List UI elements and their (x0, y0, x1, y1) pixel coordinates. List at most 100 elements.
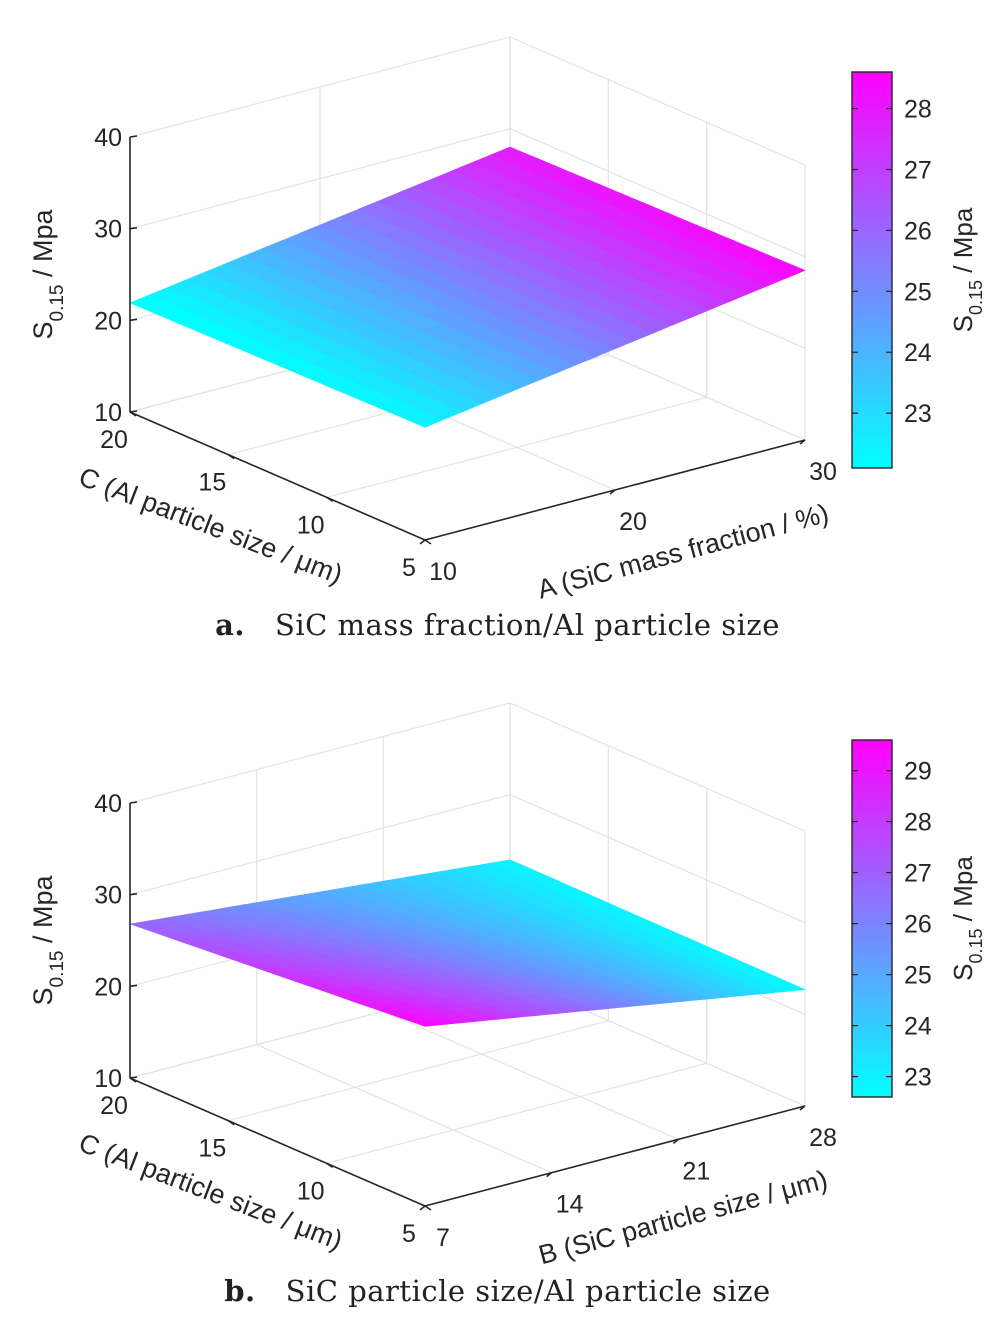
z-axis-title: S0.15 / Mpa (28, 209, 68, 340)
z-tick-label: 20 (94, 307, 122, 335)
x-tick-label: 7 (436, 1224, 450, 1252)
y-tick (227, 1120, 235, 1126)
colorbar-tick-label: 28 (904, 96, 932, 124)
z-tick (129, 318, 138, 322)
colorbar-title-main: S (948, 963, 978, 980)
z-tick-label: 20 (94, 973, 122, 1001)
side-wall-gridline-z (509, 128, 806, 258)
surface-a (129, 146, 806, 428)
x-tick-label: 20 (619, 508, 647, 536)
z-axis-title-main: S (28, 988, 58, 1006)
floor-gridline-y (228, 1020, 609, 1122)
back-wall-gridline-z (129, 36, 511, 138)
colorbar-bar (851, 71, 893, 469)
colorbar-tick-label: 23 (904, 400, 932, 428)
floor-gridline-y (326, 1062, 707, 1164)
y-tick-label: 20 (100, 1092, 128, 1120)
y-tick (424, 539, 432, 545)
x-tick-label: 30 (809, 458, 837, 486)
colorbar-title-sub: 0.15 (966, 928, 986, 963)
y-tick (326, 1162, 334, 1168)
z-axis-title-main: S (28, 322, 58, 340)
colorbar-tick-label: 28 (904, 809, 932, 837)
z-tick-label: 30 (94, 216, 122, 244)
z-tick (129, 135, 138, 138)
floor-gridline-x (383, 1010, 679, 1140)
colorbar-b: 23 24 25 26 27 28 29 S0.15 / Mpa (851, 739, 986, 1098)
caption-b: b. SiC particle size/Al particle size (0, 1274, 995, 1308)
caption-b-label: b. (224, 1274, 256, 1308)
side-wall-gridline-z (509, 794, 806, 924)
x-axis-line (424, 1105, 806, 1207)
colorbar-title: S0.15 / Mpa (948, 207, 986, 332)
x-tick (419, 1205, 426, 1211)
back-wall-gridline-z (129, 128, 511, 230)
z-axis-title: S0.15 / Mpa (28, 875, 68, 1006)
z-tick-label: 10 (94, 399, 122, 427)
colorbar-tick-label: 26 (904, 217, 932, 245)
x-tick-label: 10 (429, 558, 457, 586)
side-wall-gridline-z (509, 36, 806, 166)
y-tick (326, 496, 334, 502)
y-tick (129, 1077, 137, 1083)
x-tick (609, 489, 616, 495)
x-tick (799, 439, 806, 445)
colorbar-title-sub: 0.15 (966, 280, 986, 315)
colorbar-bar (851, 739, 893, 1098)
z-tick-label: 40 (94, 790, 122, 818)
y-tick-label: 20 (100, 426, 128, 454)
y-tick-label: 15 (198, 469, 226, 497)
colorbar-a: 23 24 25 26 27 28 S0.15 / Mpa (851, 71, 986, 469)
z-tick-label: 40 (94, 124, 122, 152)
caption-a: a. SiC mass fraction/Al particle size (0, 608, 995, 642)
colorbar-tick-label: 27 (904, 156, 932, 184)
z-axis-title-sub: 0.15 (47, 951, 68, 988)
x-tick (419, 539, 426, 545)
caption-a-text: SiC mass fraction/Al particle size (275, 608, 780, 642)
x-tick (672, 1138, 679, 1144)
caption-b-text: SiC particle size/Al particle size (285, 1274, 771, 1308)
z-tick (129, 1076, 138, 1079)
y-tick-label: 15 (198, 1135, 226, 1163)
x-tick-label: 28 (809, 1124, 837, 1152)
x-tick-label: 21 (682, 1157, 710, 1185)
x-axis-title: A (SiC mass fraction / %) (534, 498, 832, 600)
y-tick (424, 1205, 432, 1211)
colorbar-tick-label: 25 (904, 278, 932, 306)
y-axis-line (129, 411, 426, 541)
z-axis-title-sub: 0.15 (47, 285, 68, 322)
colorbar-title-main: S (948, 315, 978, 332)
z-tick-label: 30 (94, 882, 122, 910)
caption-a-label: a. (215, 608, 245, 642)
z-tick-label: 10 (94, 1065, 122, 1093)
z-tick (129, 984, 138, 988)
z-axis-title-tail: / Mpa (28, 209, 58, 285)
y-tick (129, 411, 137, 417)
y-tick (227, 454, 235, 460)
x-tick-label: 14 (556, 1191, 584, 1219)
back-wall-gridline-z (129, 702, 511, 804)
colorbar-tick-label: 25 (904, 962, 932, 990)
floor-gridline-x (256, 1044, 552, 1174)
y-tick-label: 10 (297, 1177, 325, 1205)
colorbar-title-tail: / Mpa (948, 207, 978, 280)
y-axis-line (129, 1077, 426, 1207)
surface-patch (489, 859, 526, 870)
y-tick-label: 10 (297, 511, 325, 539)
z-axis-title-tail: / Mpa (28, 875, 58, 951)
floor-gridline-y (326, 396, 707, 498)
x-tick (799, 1105, 806, 1111)
surface-patch (490, 146, 526, 162)
back-wall-gridline-z (129, 794, 511, 896)
z-tick (129, 801, 138, 804)
z-tick (129, 892, 138, 896)
colorbar-title-tail: / Mpa (948, 856, 978, 929)
surface-b (129, 859, 807, 1027)
y-tick-label: 5 (402, 1220, 416, 1248)
colorbar-title: S0.15 / Mpa (948, 856, 986, 981)
y-tick-label: 5 (402, 554, 416, 582)
colorbar-tick-label: 27 (904, 860, 932, 888)
